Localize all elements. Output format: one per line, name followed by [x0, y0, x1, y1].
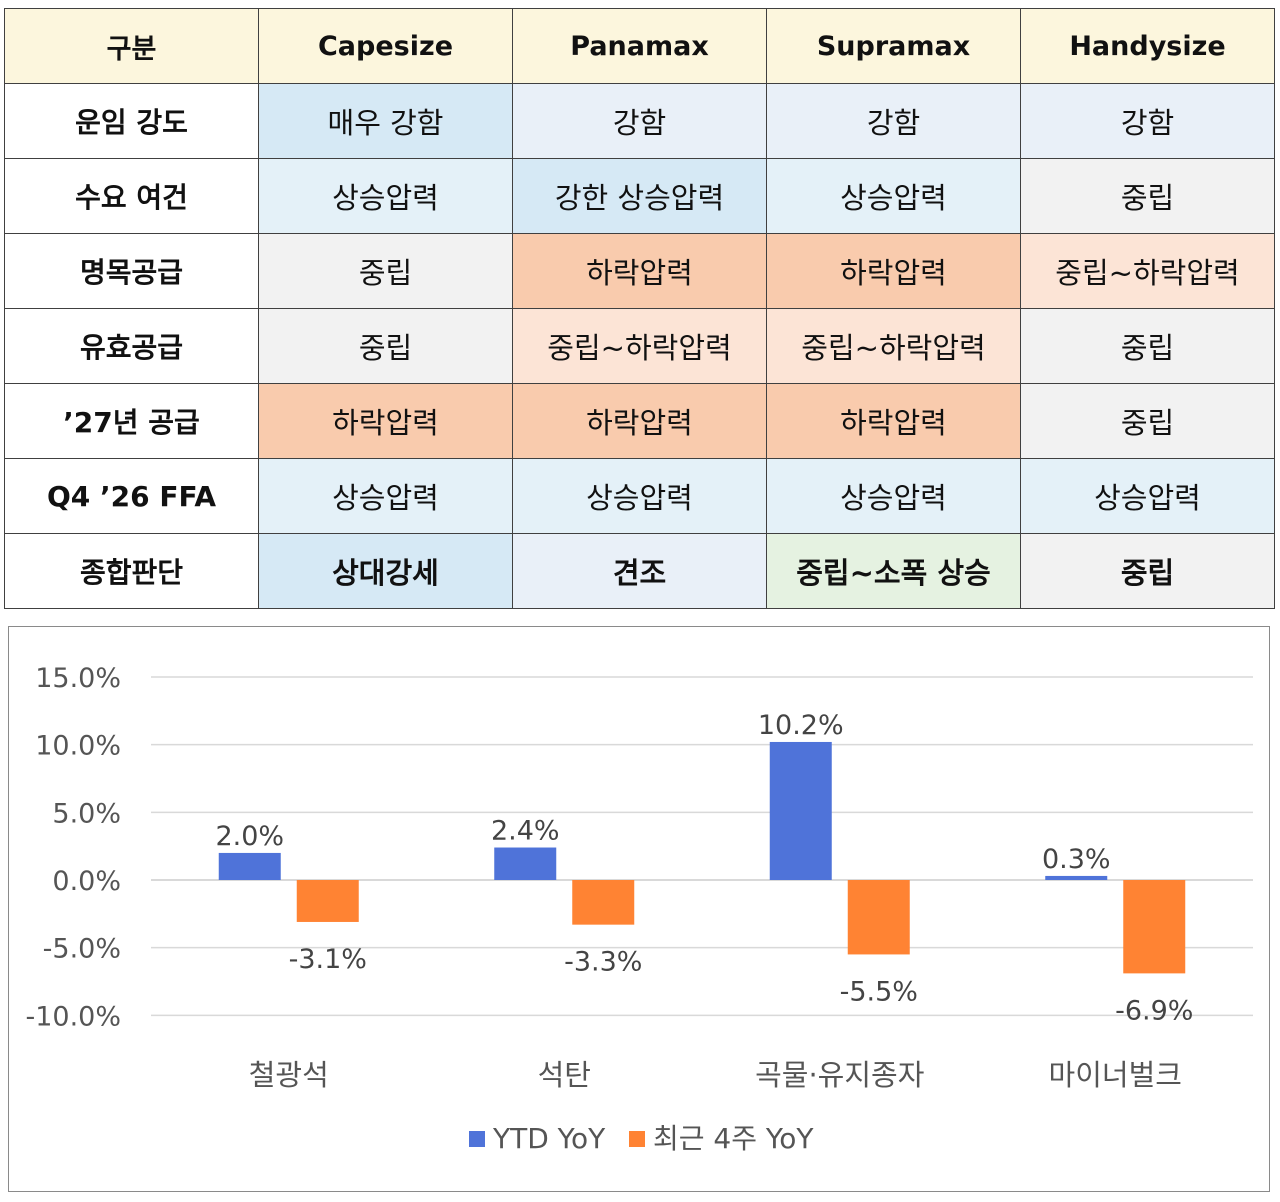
table-cell: 강함 — [766, 83, 1021, 159]
table-cell: 중립 — [1020, 533, 1275, 609]
bar — [1123, 880, 1186, 974]
header-vessel-capesize: Capesize — [258, 8, 513, 84]
bar — [847, 880, 910, 955]
table-cell: 강함 — [512, 83, 767, 159]
table-cell: 중립 — [258, 308, 513, 384]
bar — [218, 852, 281, 880]
table-row: ’27년 공급 하락압력 하락압력 하락압력 중립 — [4, 383, 1275, 459]
legend-swatch — [469, 1131, 485, 1147]
x-category-label: 곡물·유지종자 — [755, 1058, 924, 1092]
legend-entry: 최근 4주 YoY — [653, 1122, 814, 1155]
table-cell: 중립~하락압력 — [512, 308, 767, 384]
y-tick-label: 5.0% — [52, 798, 121, 829]
bar — [1045, 875, 1108, 880]
table-cell: 상승압력 — [258, 158, 513, 234]
table-cell: 중립 — [1020, 158, 1275, 234]
table-header-row: 구분 Capesize Panamax Supramax Handysize — [4, 8, 1275, 84]
header-category: 구분 — [4, 8, 259, 84]
data-label: -3.1% — [289, 944, 367, 975]
table-cell: 하락압력 — [512, 383, 767, 459]
legend-swatch — [629, 1131, 645, 1147]
table-cell: 중립 — [1020, 383, 1275, 459]
table-cell: 중립~하락압력 — [1020, 233, 1275, 309]
table-cell: 매우 강함 — [258, 83, 513, 159]
bar — [494, 847, 557, 880]
table-row: 유효공급 중립 중립~하락압력 중립~하락압력 중립 — [4, 308, 1275, 384]
data-label: -5.5% — [840, 976, 918, 1007]
table-cell: 하락압력 — [512, 233, 767, 309]
chart-canvas: 15.0% 10.0% 5.0% 0.0% -5.0% -10.0% 2.0% -3.1% 철광… — [25, 663, 1253, 1155]
table-cell: 상승압력 — [1020, 458, 1275, 534]
table-row: Q4 ’26 FFA 상승압력 상승압력 상승압력 상승압력 — [4, 458, 1275, 534]
table-cell: 견조 — [512, 533, 767, 609]
y-tick-label: 15.0% — [35, 663, 121, 694]
row-label: 수요 여건 — [4, 158, 259, 234]
table-cell: 강한 상승압력 — [512, 158, 767, 234]
bar — [572, 880, 635, 925]
commodity-yoy-chart: 15.0% 10.0% 5.0% 0.0% -5.0% -10.0% 2.0% -3.1% 철광… — [8, 626, 1270, 1192]
x-category-label: 석탄 — [538, 1058, 591, 1092]
table-cell: 하락압력 — [258, 383, 513, 459]
header-vessel-panamax: Panamax — [512, 8, 767, 84]
table-row: 명목공급 중립 하락압력 하락압력 중립~하락압력 — [4, 233, 1275, 309]
table-row: 종합판단 상대강세 견조 중립~소폭 상승 중립 — [4, 533, 1275, 609]
header-vessel-supramax: Supramax — [766, 8, 1021, 84]
table-cell: 중립~소폭 상승 — [766, 533, 1021, 609]
y-tick-label: -10.0% — [25, 1001, 121, 1032]
table-row: 수요 여건 상승압력 강한 상승압력 상승압력 중립 — [4, 158, 1275, 234]
table-row: 운임 강도 매우 강함 강함 강함 강함 — [4, 83, 1275, 159]
table-cell: 중립 — [258, 233, 513, 309]
x-category-label: 마이너벌크 — [1049, 1058, 1182, 1092]
bar — [769, 741, 832, 880]
y-tick-label: 10.0% — [35, 731, 121, 762]
bar — [296, 880, 359, 922]
row-label: 종합판단 — [4, 533, 259, 609]
table-cell: 상대강세 — [258, 533, 513, 609]
table-cell: 상승압력 — [512, 458, 767, 534]
row-label: 운임 강도 — [4, 83, 259, 159]
table-cell: 하락압력 — [766, 233, 1021, 309]
row-label: Q4 ’26 FFA — [4, 458, 259, 534]
x-category-label: 철광석 — [249, 1058, 329, 1092]
row-label: ’27년 공급 — [4, 383, 259, 459]
table-cell: 하락압력 — [766, 383, 1021, 459]
data-label: 10.2% — [758, 710, 844, 741]
y-tick-label: 0.0% — [52, 866, 121, 897]
table-cell: 상승압력 — [766, 158, 1021, 234]
freight-outlook-table: 구분 Capesize Panamax Supramax Handysize 운임 강도 매… — [4, 8, 1275, 609]
table-cell: 강함 — [1020, 83, 1275, 159]
table-cell: 상승압력 — [766, 458, 1021, 534]
row-label: 유효공급 — [4, 308, 259, 384]
data-label: 0.3% — [1042, 844, 1111, 875]
header-vessel-handysize: Handysize — [1020, 8, 1275, 84]
data-label: 2.0% — [215, 821, 284, 852]
legend-entry: YTD YoY — [492, 1122, 606, 1155]
data-label: 2.4% — [491, 816, 560, 847]
data-label: -6.9% — [1115, 995, 1193, 1026]
y-tick-label: -5.0% — [43, 934, 121, 965]
table-cell: 중립 — [1020, 308, 1275, 384]
table-cell: 중립~하락압력 — [766, 308, 1021, 384]
table-cell: 상승압력 — [258, 458, 513, 534]
data-label: -3.3% — [564, 947, 642, 978]
row-label: 명목공급 — [4, 233, 259, 309]
